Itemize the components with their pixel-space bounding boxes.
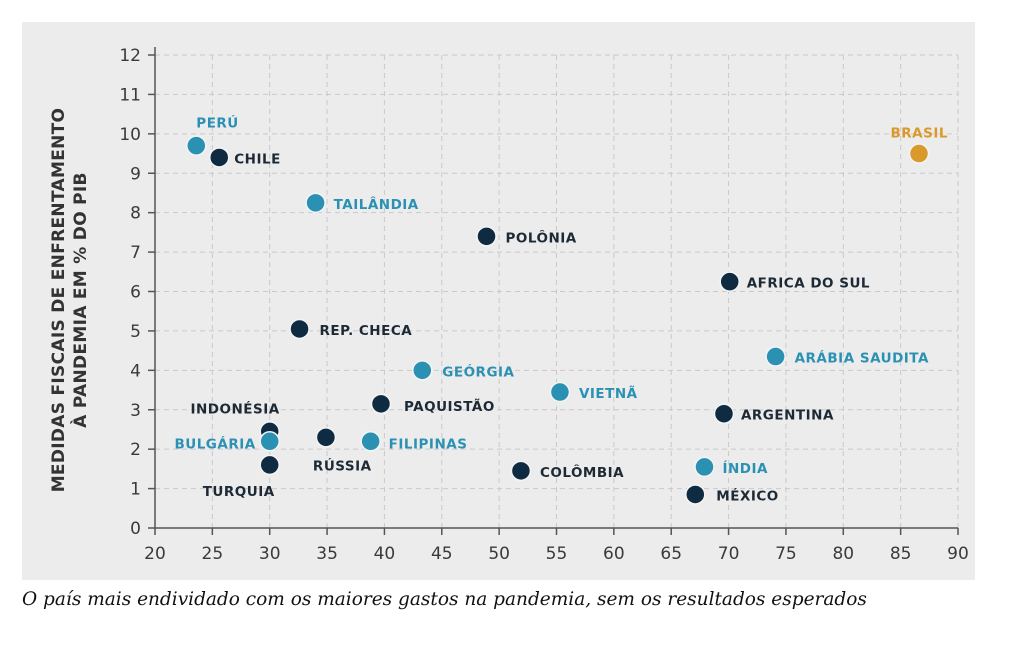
data-point xyxy=(719,271,740,292)
x-tick-label: 75 xyxy=(775,544,797,564)
data-point xyxy=(305,192,326,214)
y-tick-label: 9 xyxy=(130,164,141,184)
data-point-group: POLÔNIA xyxy=(476,226,577,247)
data-point-group: COLÔMBIA xyxy=(510,460,624,482)
data-point-label: ARGENTINA xyxy=(741,408,834,424)
data-point-label: PAQUISTÃO xyxy=(404,398,495,415)
data-point-group: ARÁBIA SAUDITA xyxy=(765,346,929,367)
data-point xyxy=(315,427,337,448)
y-tick-label: 7 xyxy=(130,243,141,263)
x-tick-label: 45 xyxy=(431,544,453,564)
x-tick-label: 70 xyxy=(718,544,740,564)
data-point xyxy=(685,484,706,505)
data-point-label: POLÔNIA xyxy=(506,228,577,246)
data-point-group: ARGENTINA xyxy=(713,403,834,424)
data-point xyxy=(908,143,930,164)
data-point-label: PERÚ xyxy=(196,114,238,132)
data-point-label: VIETNÃ xyxy=(579,385,638,402)
data-point xyxy=(765,346,786,367)
axes xyxy=(148,47,959,535)
y-tick-label: 12 xyxy=(119,46,141,66)
y-tick-label: 0 xyxy=(130,519,141,539)
data-point-label: GEÓRGIA xyxy=(442,362,514,380)
y-tick-label: 10 xyxy=(119,125,141,145)
x-tick-label: 20 xyxy=(144,544,166,564)
figure-caption: O país mais endividado com os maiores ga… xyxy=(22,589,867,610)
y-axis-label-line-2: À PANDEMIA EM % DO PIB xyxy=(69,172,91,428)
x-tick-label: 30 xyxy=(259,544,281,564)
data-point xyxy=(476,226,497,247)
data-point xyxy=(510,460,532,482)
data-point-label: BULGÁRIA xyxy=(174,435,255,452)
data-point-group: MÉXICO xyxy=(685,484,778,505)
data-point-group: VIETNÃ xyxy=(549,381,638,403)
x-tick-label: 50 xyxy=(488,544,510,564)
x-tick-label: 25 xyxy=(202,544,224,564)
x-tick-label: 35 xyxy=(316,544,338,564)
data-point-group: CHILE xyxy=(208,147,281,168)
x-tick-label: 40 xyxy=(374,544,396,564)
y-tick-label: 6 xyxy=(130,283,141,303)
data-point xyxy=(289,318,310,340)
data-point-group: GEÓRGIA xyxy=(412,360,514,381)
data-point-group: PERÚ xyxy=(186,114,238,156)
x-tick-label: 85 xyxy=(890,544,912,564)
data-point-label: RÚSSIA xyxy=(313,456,372,474)
y-tick-label: 3 xyxy=(130,401,141,421)
data-point xyxy=(412,360,433,381)
data-point xyxy=(549,381,571,403)
data-point-label: ARÁBIA SAUDITA xyxy=(795,350,929,367)
data-point xyxy=(208,147,230,168)
data-point-group: ÍNDIA xyxy=(694,456,768,478)
tick-labels: 20 25 30 35 40 45 50 55 60 65 70 75 80 85 900123456789… xyxy=(119,46,968,564)
data-points: PERÚ CHILE TAILÂNDIA POLÔNIA AFRICA DO SUL BR… xyxy=(174,114,948,505)
y-tick-label: 1 xyxy=(130,480,141,500)
y-axis-label-line-1: MEDIDAS FISCAIS DE ENFRENTAMENTO xyxy=(49,108,69,493)
x-tick-label: 60 xyxy=(603,544,625,564)
x-tick-label: 55 xyxy=(546,544,568,564)
data-point-group: TAILÂNDIA xyxy=(305,192,419,214)
data-point-label: FILIPINAS xyxy=(389,436,468,452)
data-point-label: TURQUIA xyxy=(203,484,275,500)
data-point-group: PAQUISTÃO xyxy=(370,393,495,415)
y-tick-label: 8 xyxy=(130,204,141,224)
data-point-group: RÚSSIA xyxy=(313,427,372,474)
data-point-label: COLÔMBIA xyxy=(540,463,624,481)
data-point-group: TURQUIA xyxy=(203,454,280,500)
data-point-label: CHILE xyxy=(234,151,281,167)
data-point xyxy=(713,403,735,424)
data-point-label: TAILÂNDIA xyxy=(334,196,419,213)
data-point xyxy=(186,135,207,156)
data-point-group: BRASIL xyxy=(891,126,948,164)
data-point-label: INDONÉSIA xyxy=(190,400,279,417)
data-point xyxy=(259,431,280,452)
x-tick-label: 90 xyxy=(947,544,969,564)
data-point xyxy=(694,456,715,478)
data-point-group: FILIPINAS xyxy=(360,431,468,452)
data-point xyxy=(370,393,392,415)
chart-background xyxy=(22,22,975,580)
data-point-label: REP. CHECA xyxy=(320,323,413,339)
data-point-label: AFRICA DO SUL xyxy=(747,276,870,292)
y-tick-label: 4 xyxy=(130,361,141,381)
x-tick-label: 65 xyxy=(660,544,682,564)
y-tick-label: 2 xyxy=(130,440,141,460)
data-point-group: BULGÁRIA xyxy=(174,431,280,452)
y-tick-label: 5 xyxy=(130,322,141,342)
data-point-group: REP. CHECA xyxy=(289,318,413,340)
x-tick-label: 80 xyxy=(832,544,854,564)
data-point-label: MÉXICO xyxy=(716,487,778,504)
y-axis-label: MEDIDAS FISCAIS DE ENFRENTAMENTO À PANDE… xyxy=(49,108,91,493)
y-tick-label: 11 xyxy=(119,85,141,105)
data-point xyxy=(259,454,280,476)
data-point-label: BRASIL xyxy=(891,126,948,142)
data-point-label: ÍNDIA xyxy=(722,460,768,477)
data-point xyxy=(360,431,381,452)
data-point-group: AFRICA DO SUL xyxy=(719,271,870,292)
